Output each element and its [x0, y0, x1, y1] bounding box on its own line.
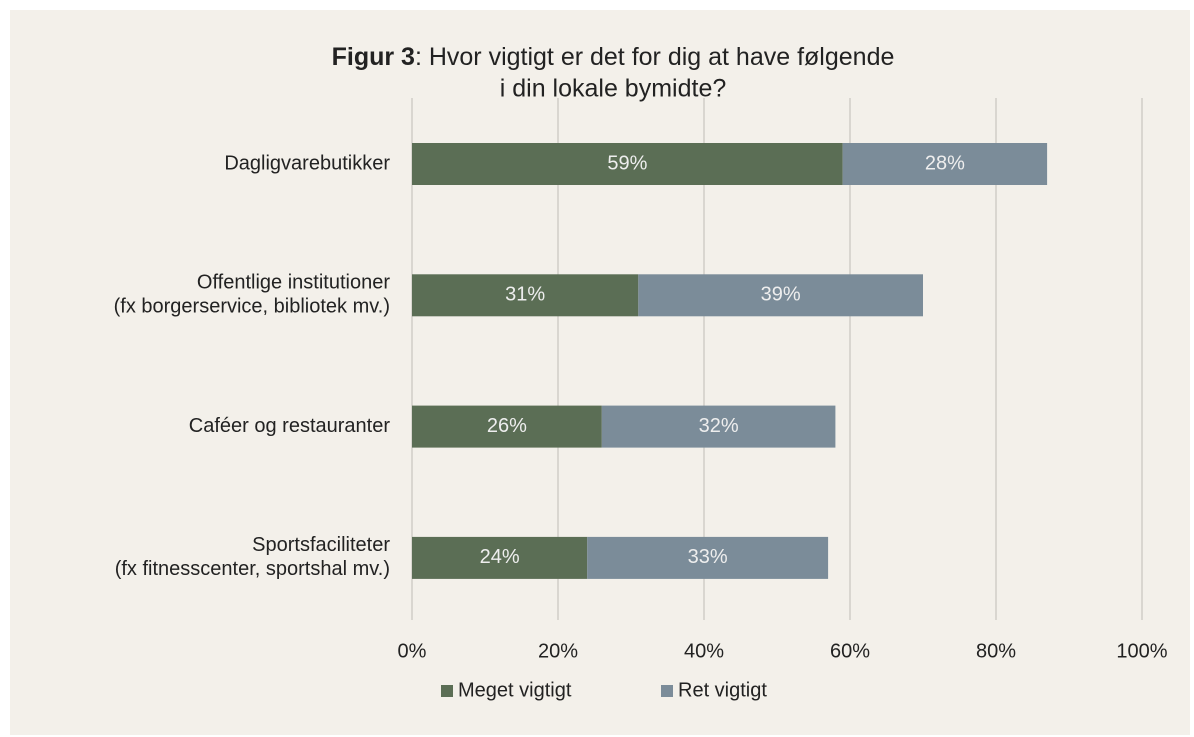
legend-swatch [441, 685, 453, 697]
bar [587, 536, 829, 579]
y-tick-label: Offentlige institutioner [197, 272, 390, 294]
x-tick-label: 0% [398, 640, 427, 662]
y-tick-label: Sportsfaciliteter [252, 534, 390, 556]
y-tick-label: Caféer og restauranter [189, 415, 391, 437]
x-tick-label: 20% [538, 640, 578, 662]
value-label: 59% [607, 152, 647, 174]
title-bold: Figur 3 [332, 43, 415, 71]
value-label: 32% [699, 415, 739, 437]
chart-title-line: i din lokale bymidte? [500, 75, 727, 103]
x-tick-label: 80% [976, 640, 1016, 662]
x-tick-label: 100% [1116, 640, 1167, 662]
y-tick-label: (fx fitnesscenter, sportshal mv.) [115, 558, 390, 580]
chart-title: Figur 3: Hvor vigtigt er det for dig at … [332, 43, 895, 71]
value-label: 39% [761, 284, 801, 306]
value-label: 28% [925, 152, 965, 174]
x-tick-label: 40% [684, 640, 724, 662]
bar [638, 274, 923, 317]
bar [412, 143, 843, 185]
value-label: 24% [480, 546, 520, 568]
legend-label: Meget vigtigt [458, 679, 572, 701]
bar [842, 143, 1048, 185]
y-tick-label: (fx borgerservice, bibliotek mv.) [114, 296, 390, 318]
background [10, 10, 1190, 735]
title-rest: : Hvor vigtigt er det for dig at have fø… [415, 43, 894, 71]
value-label: 31% [505, 284, 545, 306]
value-label: 33% [688, 546, 728, 568]
bar [412, 274, 639, 317]
bar [412, 536, 588, 579]
y-tick-label: Dagligvarebutikker [224, 152, 390, 174]
x-tick-label: 60% [830, 640, 870, 662]
legend-swatch [661, 685, 673, 697]
bar [412, 405, 602, 448]
value-label: 26% [487, 415, 527, 437]
legend-label: Ret vigtigt [678, 679, 767, 701]
bar [601, 405, 836, 448]
